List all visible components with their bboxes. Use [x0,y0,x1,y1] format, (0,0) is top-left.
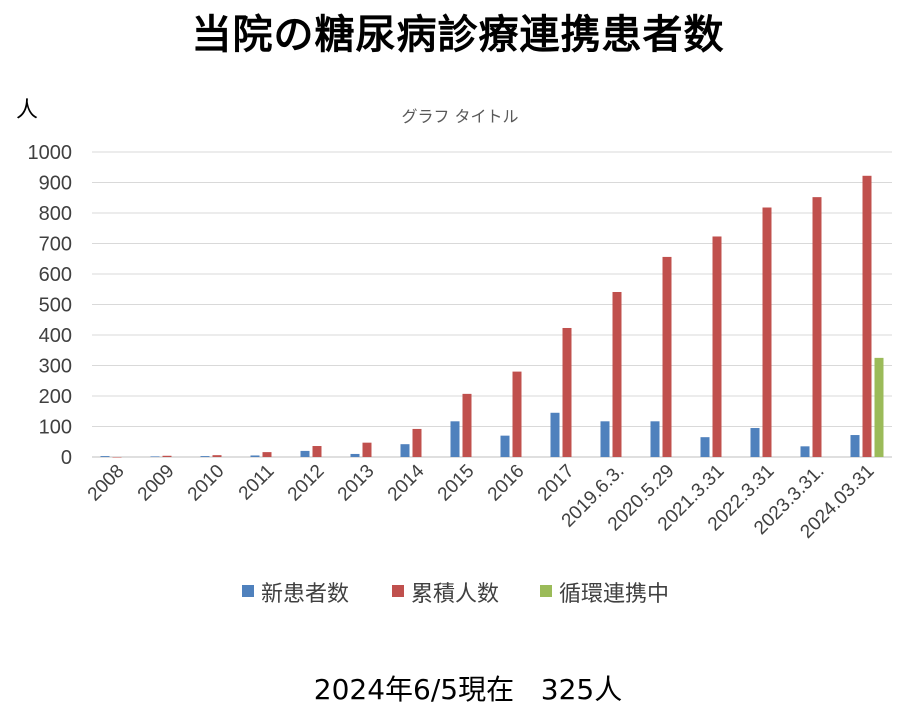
y-tick-label: 800 [39,203,72,225]
x-tick-label: 2014 [384,460,429,505]
bar-2-2009 [162,455,172,457]
bar-2-2010 [212,455,222,457]
bar-2-2017 [562,327,572,457]
bar-2-2012 [312,446,322,457]
legend-swatch [540,585,552,597]
gridlines [92,151,892,458]
chart-title: グラフ タイトル [401,107,518,126]
bar-1-2023.3.31. [800,446,810,457]
bar-1-2017 [550,412,560,457]
bar-1-2010 [200,456,210,457]
y-tick-label: 0 [61,447,72,469]
x-tick-label: 2011 [235,461,279,505]
bar-2-2021.3.31 [712,236,722,457]
bar-1-2011 [250,455,260,457]
legend-label: 新患者数 [261,582,349,607]
bar-1-2014 [400,444,410,457]
bar-2-2023.3.31. [812,197,822,457]
bar-2-2013 [362,442,372,457]
x-tick-label: 2008 [84,461,129,506]
bar-2-2022.3.31 [762,207,772,457]
y-tick-label: 400 [39,325,72,347]
x-tick-label: 2012 [284,461,329,506]
bar-2-2019.6.3. [612,291,622,457]
bar-1-2021.3.31 [700,437,710,457]
y-unit-label: 人 [16,98,39,123]
bar-3-2024.03.31 [874,357,884,457]
bar-1-2022.3.31 [750,428,760,457]
y-tick-label: 500 [39,295,72,317]
bar-1-2008 [100,456,110,457]
footer-note: 2024年6/5現在 325人 [313,673,623,706]
x-tick-label: 2015 [434,461,479,506]
legend-swatch [392,585,404,597]
bar-1-2024.03.31 [850,435,860,457]
x-axis: 2008 2009 2010 2011 2012 2013 2014 2015 2016 2017… [84,460,879,542]
y-tick-label: 700 [39,234,72,256]
x-tick-label: 2010 [184,461,229,506]
x-tick-label: 2016 [484,461,529,506]
x-tick-label: 2017 [534,461,579,506]
y-axis: 0 100 200 300 400 500 600 700 800 900 1000 [28,142,73,469]
legend-label: 循環連携中 [559,582,669,607]
y-tick-label: 300 [39,356,72,378]
main-title: 当院の糖尿病診療連携患者数 [191,12,725,58]
x-tick-label: 2013 [334,461,379,506]
bar-1-2015 [450,421,460,457]
x-tick-label: 2009 [134,461,179,506]
bar-2-2016 [512,371,522,457]
bar-1-2012 [300,450,310,457]
legend-label: 累積人数 [411,582,499,607]
bar-2-2024.03.31 [862,175,872,458]
bar-1-2019.6.3. [600,421,610,457]
bar-1-2013 [350,453,360,457]
y-tick-label: 600 [39,264,72,286]
bar-2-2015 [462,393,472,457]
bar-2-2014 [412,428,422,457]
bar-1-2020.5.29 [650,421,660,457]
bars [100,175,884,458]
y-tick-label: 100 [39,417,72,439]
legend: 新患者数 累積人数 循環連携中 [242,582,669,607]
legend-swatch [242,585,254,597]
bar-1-2016 [500,435,510,457]
y-tick-label: 1000 [28,142,73,164]
bar-2-2020.5.29 [662,256,672,457]
y-tick-label: 900 [39,173,72,195]
bar-2-2011 [262,452,272,457]
y-tick-label: 200 [39,386,72,408]
bar-1-2009 [150,456,160,457]
bar-2-2008 [112,457,122,458]
